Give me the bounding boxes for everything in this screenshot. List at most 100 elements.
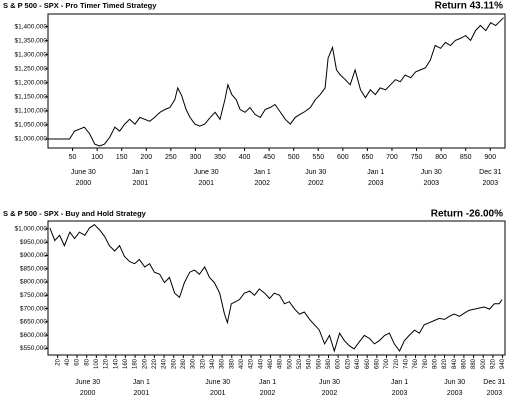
x-tick-label: 940 <box>500 358 506 369</box>
y-tick-label: $1,050,000 <box>14 122 47 129</box>
x-tick-label: 300 <box>190 154 202 161</box>
date-label: Jan 1 <box>132 169 149 176</box>
date-label: Jun 30 <box>421 169 442 176</box>
date-label-year: 2001 <box>210 390 226 397</box>
x-tick-label: 680 <box>374 358 380 369</box>
date-label: June 30 <box>205 379 230 386</box>
x-tick-label: 520 <box>297 358 303 369</box>
x-tick-label: 350 <box>214 154 226 161</box>
x-tick-label: 700 <box>384 358 390 369</box>
x-tick-label: 200 <box>142 358 148 369</box>
date-label-year: 2003 <box>482 180 498 187</box>
x-tick-label: 900 <box>484 154 496 161</box>
x-tick-label: 900 <box>481 358 487 369</box>
date-label: Jan 1 <box>391 379 408 386</box>
x-tick-label: 250 <box>165 154 177 161</box>
x-tick-label: 220 <box>152 358 158 369</box>
date-label-year: 2003 <box>447 390 463 397</box>
x-tick-label: 160 <box>123 358 129 369</box>
x-tick-label: 780 <box>423 358 429 369</box>
x-tick-label: 550 <box>312 154 324 161</box>
date-label: Dec 31 <box>479 169 501 176</box>
date-label-year: 2001 <box>133 180 149 187</box>
y-tick-label: $1,350,000 <box>14 37 47 44</box>
y-tick-label: $850,000 <box>20 265 47 272</box>
x-tick-label: 320 <box>200 358 206 369</box>
x-tick-label: 880 <box>471 358 477 369</box>
x-tick-label: 280 <box>181 358 187 369</box>
date-label-year: 2002 <box>254 180 270 187</box>
x-tick-label: 40 <box>65 358 71 365</box>
chart-title: S & P 500 - SPX - Buy and Hold Strategy <box>3 209 147 218</box>
x-tick-label: 400 <box>239 154 251 161</box>
x-tick-label: 300 <box>191 358 197 369</box>
date-label-year: 2002 <box>260 390 276 397</box>
x-tick-label: 840 <box>452 358 458 369</box>
x-tick-label: 150 <box>116 154 128 161</box>
y-tick-label: $1,150,000 <box>14 94 47 101</box>
x-tick-label: 120 <box>104 358 110 369</box>
x-tick-label: 800 <box>432 358 438 369</box>
y-tick-label: $1,200,000 <box>14 80 47 87</box>
x-tick-label: 600 <box>336 358 342 369</box>
x-tick-label: 500 <box>288 154 300 161</box>
return-label: Return -26.00% <box>431 209 503 220</box>
x-tick-label: 560 <box>316 358 322 369</box>
x-tick-label: 760 <box>413 358 419 369</box>
x-tick-label: 100 <box>91 154 103 161</box>
y-tick-label: $900,000 <box>20 252 47 259</box>
x-tick-label: 740 <box>403 358 409 369</box>
x-tick-label: 380 <box>229 358 235 369</box>
y-tick-label: $700,000 <box>20 305 47 312</box>
x-tick-label: 460 <box>268 358 274 369</box>
y-tick-label: $550,000 <box>20 345 47 352</box>
chart-title: S & P 500 - SPX - Pro Timer Timed Strate… <box>3 1 157 10</box>
y-tick-label: $1,000,000 <box>14 226 47 233</box>
date-label-year: 2003 <box>368 180 384 187</box>
x-tick-label: 340 <box>210 358 216 369</box>
date-label: June 30 <box>75 379 100 386</box>
y-tick-label: $750,000 <box>20 292 47 299</box>
y-tick-label: $800,000 <box>20 279 47 286</box>
x-tick-label: 260 <box>171 358 177 369</box>
line <box>48 17 504 147</box>
x-tick-label: 860 <box>461 358 467 369</box>
date-label: June 30 <box>71 169 96 176</box>
x-tick-label: 580 <box>326 358 332 369</box>
y-tick-label: $1,250,000 <box>14 65 47 72</box>
y-tick-label: $950,000 <box>20 239 47 246</box>
y-tick-label: $600,000 <box>20 332 47 339</box>
x-tick-label: 750 <box>411 154 423 161</box>
x-tick-label: 400 <box>239 358 245 369</box>
x-tick-label: 640 <box>355 358 361 369</box>
plot-area <box>47 13 506 149</box>
date-label: Jun 30 <box>305 169 326 176</box>
x-tick-label: 700 <box>386 154 398 161</box>
x-tick-label: 480 <box>278 358 284 369</box>
x-tick-label: 600 <box>337 154 349 161</box>
date-label: Dec 31 <box>483 379 505 386</box>
x-tick-label: 240 <box>162 358 168 369</box>
date-label: Jan 1 <box>259 379 276 386</box>
date-label-year: 2000 <box>76 180 92 187</box>
y-tick-label: $1,400,000 <box>14 23 47 30</box>
x-tick-label: 720 <box>394 358 400 369</box>
date-label-year: 2000 <box>80 390 96 397</box>
date-label-year: 2003 <box>424 180 440 187</box>
x-tick-label: 180 <box>133 358 139 369</box>
date-label: Jun 30 <box>319 379 340 386</box>
x-tick-label: 920 <box>490 358 496 369</box>
x-tick-label: 500 <box>287 358 293 369</box>
x-tick-label: 540 <box>307 358 313 369</box>
date-label: June 30 <box>194 169 219 176</box>
line <box>49 224 503 353</box>
y-tick-label: $650,000 <box>20 319 47 326</box>
x-tick-label: 200 <box>140 154 152 161</box>
return-label: Return 43.11% <box>435 1 503 12</box>
y-tick-label: $1,100,000 <box>14 108 47 115</box>
x-tick-label: 820 <box>442 358 448 369</box>
date-label-year: 2001 <box>198 180 214 187</box>
x-tick-label: 800 <box>435 154 447 161</box>
x-tick-label: 450 <box>263 154 275 161</box>
